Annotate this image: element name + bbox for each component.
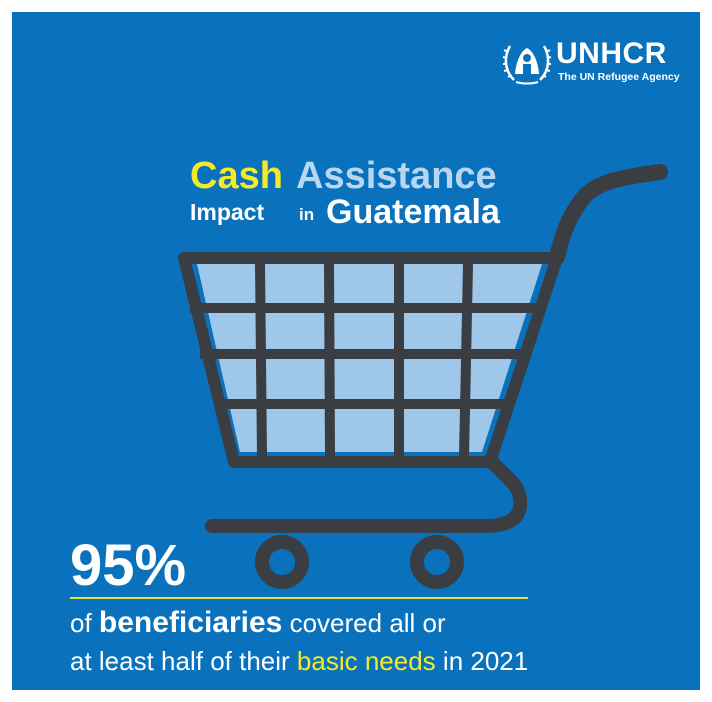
statistic-description: of beneficiaries covered all or at least… [70, 604, 528, 680]
logo-wordmark: UNHCR [556, 37, 667, 70]
cart-grid-line [459, 263, 473, 458]
statistic-line-1: of beneficiaries covered all or [70, 604, 528, 642]
cart-wheel-right [410, 535, 464, 589]
cart-wheel-left [255, 535, 309, 589]
line2-highlight: basic needs [296, 646, 436, 676]
line1-bold: beneficiaries [98, 606, 283, 639]
cart-grid-line [324, 263, 335, 458]
line2-suffix: in 2021 [442, 646, 529, 676]
unhcr-emblem-icon [502, 45, 552, 85]
unhcr-logo: UNHCR The UN Refugee Agency [502, 36, 692, 90]
title-word-in: in [299, 205, 315, 224]
infographic-panel: UNHCR The UN Refugee Agency Cash Assista… [12, 12, 700, 690]
line1-suffix: covered all or [289, 608, 446, 638]
title-word-guatemala: Guatemala [326, 193, 500, 231]
statistic-line-2: at least half of their basic needs in 20… [70, 642, 528, 680]
line2-prefix: at least half of their [70, 646, 290, 676]
line1-prefix: of [70, 608, 92, 638]
title-word-assistance: Assistance [296, 155, 497, 197]
cart-handle [549, 164, 668, 265]
title-word-cash: Cash [190, 155, 283, 197]
statistic-divider [70, 597, 528, 599]
cart-grid-line [255, 263, 267, 458]
cart-frame [205, 453, 528, 533]
title-word-impact: Impact [190, 199, 265, 225]
shopping-cart-icon [178, 164, 668, 589]
statistic-value: 95% [70, 533, 187, 598]
logo-tagline: The UN Refugee Agency [558, 71, 680, 83]
